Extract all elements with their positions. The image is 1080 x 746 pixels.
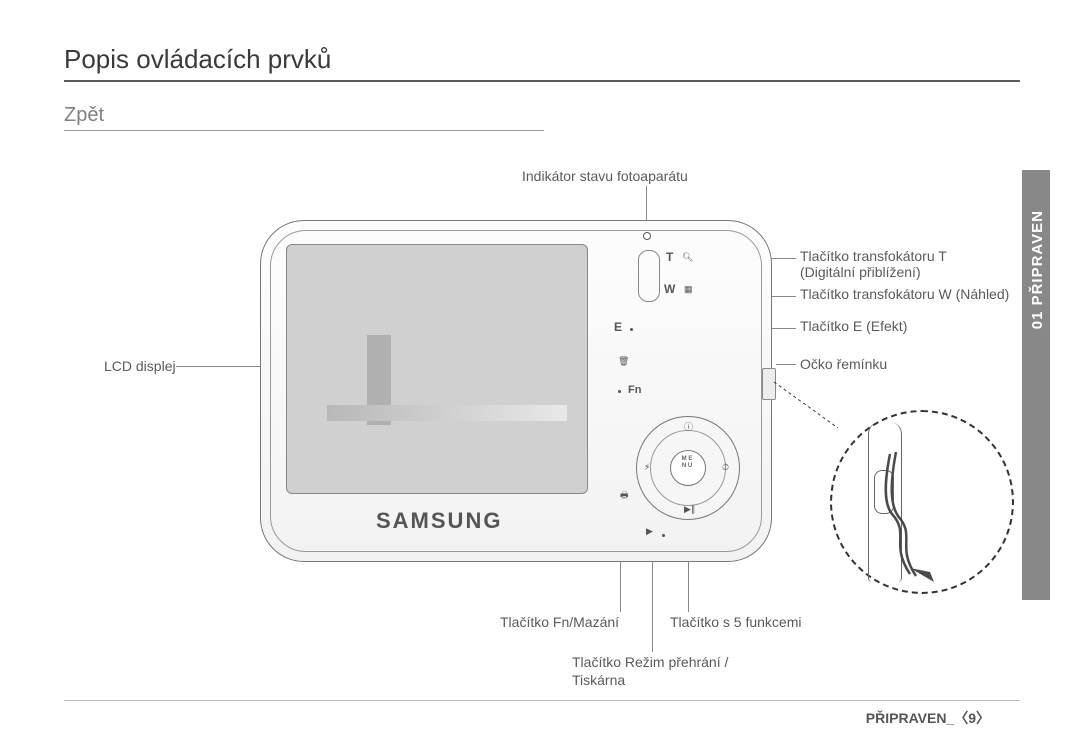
lcd-screen <box>286 244 588 494</box>
detail-pointer <box>772 380 842 440</box>
page-title: Popis ovládacích prvků <box>64 44 331 75</box>
label-zoom-w: Tlačítko transfokátoru W (Náhled) <box>800 286 1009 302</box>
zoom-rocker <box>638 250 660 302</box>
pad-right-timer-icon: ⏱︎ <box>722 462 729 473</box>
footer-rule <box>64 700 1020 701</box>
label-zoom-t: Tlačítko transfokátoru T <box>800 248 947 264</box>
pad-left-flash-icon: ⚡︎ <box>644 462 650 473</box>
label-e: Tlačítko E (Efekt) <box>800 318 907 334</box>
status-led-dot <box>643 232 651 240</box>
pad-up-icon: ⓘ <box>684 420 693 433</box>
five-way-menu-label: M EN U <box>674 456 700 470</box>
thumbnail-icon: ▦ <box>684 284 693 295</box>
title-underline <box>64 80 1020 82</box>
e-button-dot <box>630 328 633 331</box>
label-fiveway: Tlačítko s 5 funkcemi <box>670 614 802 630</box>
camera-diagram: SAMSUNG T 🔍︎ W ▦ E 🗑︎ Fn M EN U ⓘ ▶∥ ⚡︎ … <box>260 220 770 560</box>
strap-cord-icon <box>880 444 940 584</box>
mark-fn: Fn <box>628 384 641 396</box>
mark-t: T <box>666 250 673 264</box>
label-lcd: LCD displej <box>104 358 176 374</box>
footer-page-label: PŘIPRAVEN_〈9〉 <box>866 708 990 728</box>
page: Popis ovládacích prvků Zpět 01 PŘIPRAVEN… <box>0 0 1080 746</box>
side-tab-label: 01 PŘIPRAVEN <box>1029 210 1046 329</box>
printer-icon: 🖶︎ <box>620 488 629 504</box>
pad-down-icon: ▶∥ <box>684 504 695 515</box>
leader-strap <box>776 364 796 365</box>
fn-button-dot <box>618 390 621 393</box>
brand-logo: SAMSUNG <box>376 508 502 534</box>
trash-icon: 🗑︎ <box>618 356 629 367</box>
screen-reflection-2 <box>327 405 567 421</box>
label-play2: Tiskárna <box>572 672 625 688</box>
label-fn: Tlačítko Fn/Mazání <box>500 614 619 630</box>
label-strap: Očko řemínku <box>800 356 887 372</box>
mark-w: W <box>664 282 675 296</box>
magnify-icon: 🔍︎ <box>682 252 693 263</box>
subheading-underline <box>64 130 544 131</box>
play-button-dot <box>662 534 665 537</box>
label-zoom-t-sub: (Digitální přiblížení) <box>800 264 921 280</box>
label-status-led: Indikátor stavu fotoaparátu <box>522 168 688 184</box>
label-play: Tlačítko Režim přehrání / <box>572 654 728 670</box>
mark-e: E <box>614 320 622 334</box>
subheading: Zpět <box>64 104 104 127</box>
play-mode-icon: ▶ <box>646 526 653 537</box>
